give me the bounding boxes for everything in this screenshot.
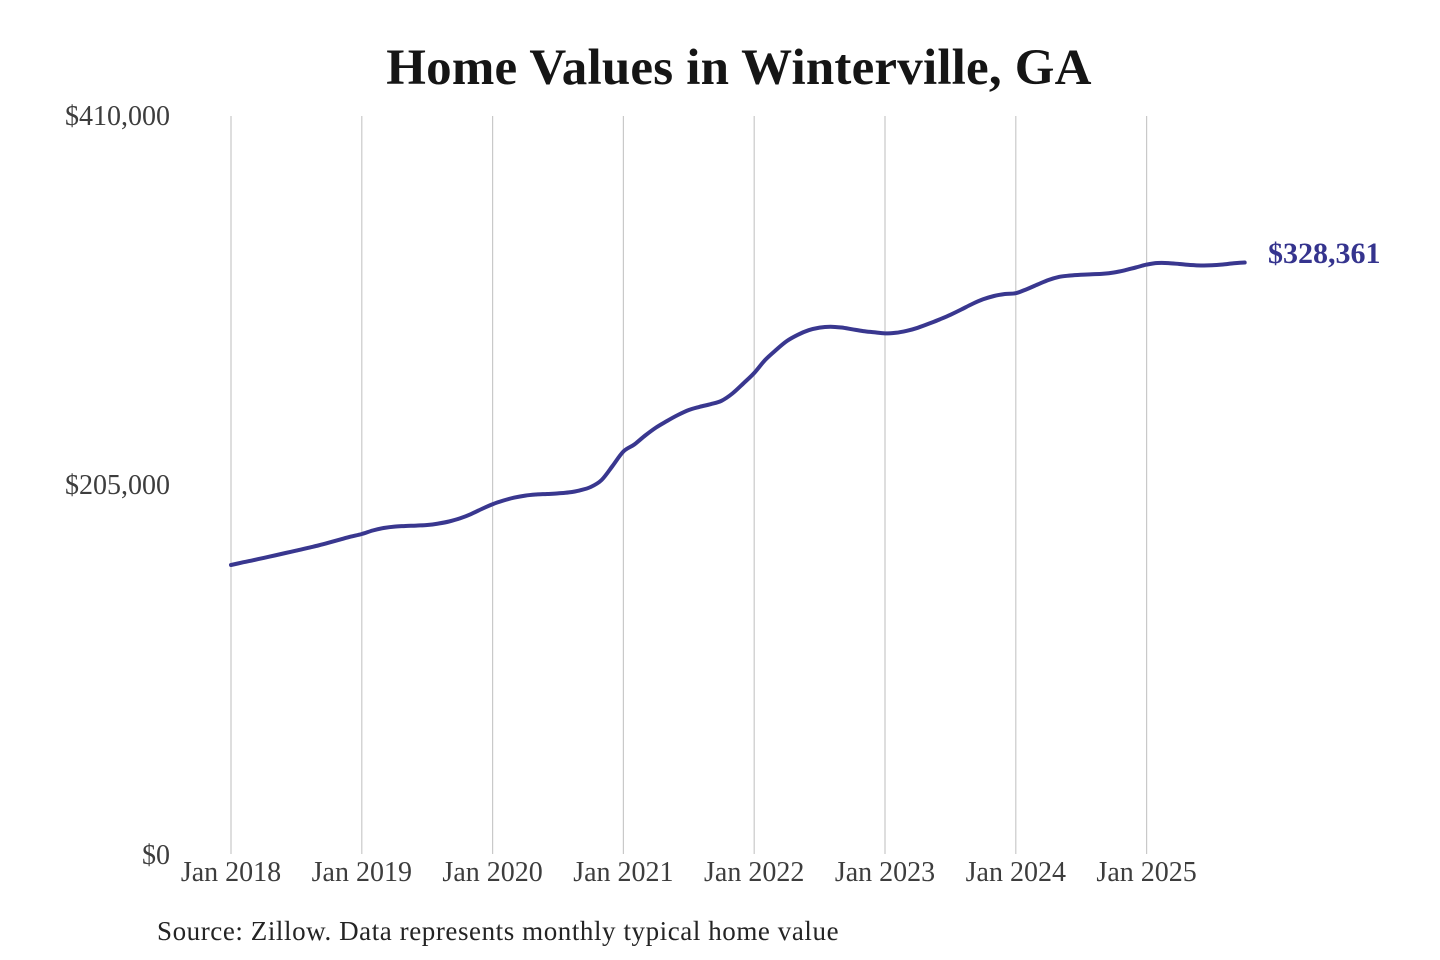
svg-text:Source: Zillow. Data represent: Source: Zillow. Data represents monthly … (157, 916, 839, 946)
svg-text:Jan 2021: Jan 2021 (573, 857, 673, 888)
svg-text:$410,000: $410,000 (65, 101, 170, 132)
svg-text:Jan 2024: Jan 2024 (966, 857, 1066, 888)
svg-text:$0: $0 (142, 840, 170, 871)
svg-text:Jan 2019: Jan 2019 (312, 857, 412, 888)
svg-text:Jan 2022: Jan 2022 (704, 857, 804, 888)
svg-text:Home Values in Winterville, GA: Home Values in Winterville, GA (386, 40, 1091, 96)
svg-text:$328,361: $328,361 (1268, 237, 1381, 270)
svg-text:Jan 2020: Jan 2020 (442, 857, 542, 888)
svg-text:Jan 2025: Jan 2025 (1096, 857, 1196, 888)
svg-text:Jan 2018: Jan 2018 (181, 857, 281, 888)
svg-text:$205,000: $205,000 (65, 470, 170, 501)
svg-text:Jan 2023: Jan 2023 (835, 857, 935, 888)
